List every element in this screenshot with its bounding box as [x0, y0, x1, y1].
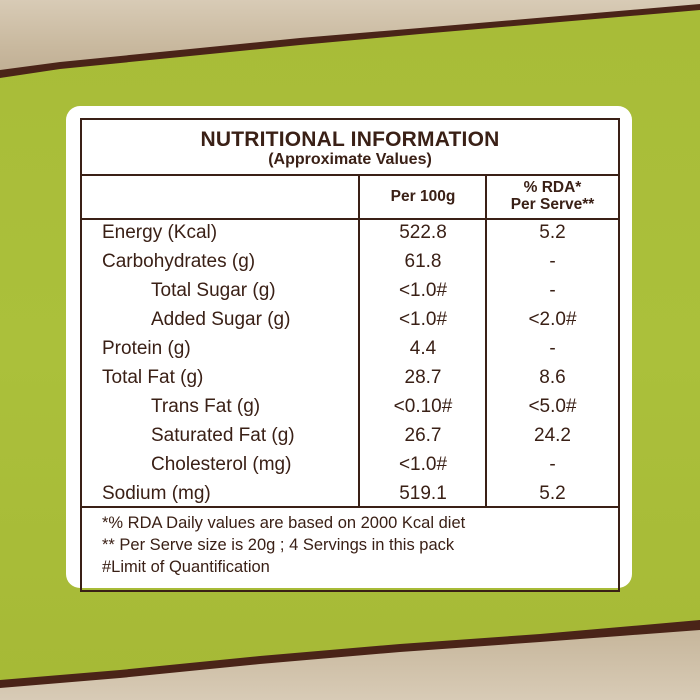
row-label: Total Sugar (g) [151, 280, 276, 301]
row-label: Sodium (mg) [102, 483, 211, 504]
column-divider-1 [358, 176, 360, 506]
footnotes: *% RDA Daily values are based on 2000 Kc… [102, 512, 612, 578]
row-label: Carbohydrates (g) [102, 251, 256, 272]
header-rda-line2: Per Serve** [510, 196, 595, 213]
footer-divider [82, 506, 618, 508]
table-row: Total Fat (g) 28.7 8.6 [82, 365, 618, 394]
row-rda-value: - [549, 454, 556, 475]
header-row: Per 100g % RDA* Per Serve** [82, 176, 618, 220]
row-per100-value: <0.10# [393, 396, 453, 417]
row-per100-value: 519.1 [399, 483, 447, 504]
table-row: Carbohydrates (g) 61.8 - [82, 249, 618, 278]
header-rda-per-serve: % RDA* Per Serve** [487, 179, 618, 213]
footnote-rda: *% RDA Daily values are based on 2000 Kc… [102, 514, 466, 532]
row-rda-value: 8.6 [539, 367, 566, 388]
row-per100-value: 522.8 [399, 222, 447, 243]
header-rda-line1: % RDA* [523, 179, 582, 196]
table-subtitle: (Approximate Values) [268, 151, 432, 168]
row-rda-value: - [549, 338, 556, 359]
row-label: Protein (g) [102, 338, 191, 359]
footnote-serve-size: ** Per Serve size is 20g ; 4 Servings in… [102, 536, 455, 554]
row-rda-value: - [549, 251, 556, 272]
row-label: Trans Fat (g) [151, 396, 261, 417]
column-divider-2 [485, 176, 487, 506]
row-per100-value: 4.4 [409, 338, 437, 359]
row-label: Saturated Fat (g) [151, 425, 295, 446]
row-rda-value: 24.2 [534, 425, 571, 446]
row-per100-value: 28.7 [404, 367, 442, 388]
row-rda-value: - [549, 280, 556, 301]
table-row: Saturated Fat (g) 26.7 24.2 [82, 423, 618, 452]
row-rda-value: <2.0# [528, 309, 577, 330]
row-label: Cholesterol (mg) [151, 454, 292, 475]
row-label: Energy (Kcal) [102, 222, 218, 243]
row-rda-value: 5.2 [539, 483, 566, 504]
table-row: Energy (Kcal) 522.8 5.2 [82, 220, 618, 249]
row-per100-value: <1.0# [398, 454, 448, 475]
table-row: Protein (g) 4.4 - [82, 336, 618, 365]
table-row: Total Sugar (g) <1.0# - [82, 278, 618, 307]
table-title: NUTRITIONAL INFORMATION [200, 128, 500, 151]
table-row: Added Sugar (g) <1.0# <2.0# [82, 307, 618, 336]
row-per100-value: 26.7 [404, 425, 442, 446]
table-row: Trans Fat (g) <0.10# <5.0# [82, 394, 618, 423]
row-label: Added Sugar (g) [151, 309, 291, 330]
row-per100-value: <1.0# [398, 309, 448, 330]
row-rda-value: 5.2 [539, 222, 566, 243]
row-label: Total Fat (g) [102, 367, 204, 388]
footnote-limit-quantification: #Limit of Quantification [102, 558, 270, 576]
nutrition-table: NUTRITIONAL INFORMATION (Approximate Val… [80, 118, 620, 592]
title-row: NUTRITIONAL INFORMATION (Approximate Val… [82, 120, 618, 176]
table-row: Cholesterol (mg) <1.0# - [82, 452, 618, 481]
row-per100-value: <1.0# [398, 280, 448, 301]
table-row: Sodium (mg) 519.1 5.2 [82, 481, 618, 510]
row-rda-value: <5.0# [528, 396, 577, 417]
row-per100-value: 61.8 [404, 251, 442, 272]
header-per-100g: Per 100g [390, 188, 456, 205]
